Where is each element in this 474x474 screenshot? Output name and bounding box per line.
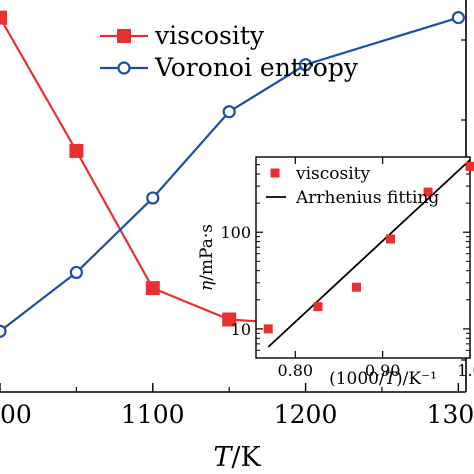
voronoi-entropy-point [451,11,465,25]
inset-viscosity-point [386,234,396,244]
inset-legend-marker-viscosity [270,168,280,178]
inset-y-axis-label-variable: η [197,280,217,291]
inset-y-tick-label: 10 [231,320,251,339]
main-x-tick-label: 1100 [121,400,185,429]
viscosity-point [69,143,84,158]
main-x-tick-label: 1200 [274,400,338,429]
inset-legend-label-fit: Arrhenius fitting [295,188,439,208]
main-series-line-voronoi-entropy [0,16,459,333]
inset-y-axis-label-unit: /mPa·s [197,224,217,281]
inset-viscosity-point [313,302,323,312]
legend-marker-voronoi-entropy [117,61,131,75]
inset-x-axis-label-prefix: (1000/ [329,369,385,389]
inset-viscosity-point [263,324,273,334]
inset-x-tick-label: 1.0 [457,361,474,380]
main-x-tick-label: 1000 [0,400,32,429]
inset-x-tick-label: 0.80 [277,361,313,380]
legend-label-viscosity: viscosity [154,21,265,50]
viscosity-point [145,281,160,296]
inset-x-tick-label: 0.90 [365,361,401,380]
main-x-axis-label-variable: T [213,442,233,473]
inset-viscosity-point [351,282,361,292]
viscosity-point [0,10,7,25]
inset-x-axis-label-variable: T [385,369,398,389]
main-x-axis-label: T/K [213,442,261,473]
voronoi-entropy-point [69,265,83,280]
voronoi-entropy-point [146,191,160,205]
inset-viscosity-point [465,161,474,171]
inset-x-axis-label: (1000/T)/K⁻¹ [329,369,437,389]
inset-legend-label-viscosity: viscosity [295,164,371,184]
legend-label-voronoi-entropy: Voronoi entropy [154,53,359,82]
inset-y-axis-label: η/mPa·s [197,224,217,291]
inset-x-axis-label-unit: )/K⁻¹ [396,369,437,389]
inset-y-tick-label: 100 [220,223,251,242]
arrhenius-fit-line [267,159,471,348]
main-x-axis-label-unit: /K [231,442,261,473]
voronoi-entropy-point [0,324,7,338]
legend-marker-viscosity [117,29,131,43]
viscosity-point [222,312,237,327]
main-x-tick-label: 1300 [427,400,474,429]
inset-plot: 0.800.901.010100η/mPa·s(1000/T)/K⁻¹visco… [197,156,474,389]
voronoi-entropy-point [298,58,313,72]
inset-viscosity-point [423,187,433,197]
voronoi-entropy-point [222,105,236,119]
